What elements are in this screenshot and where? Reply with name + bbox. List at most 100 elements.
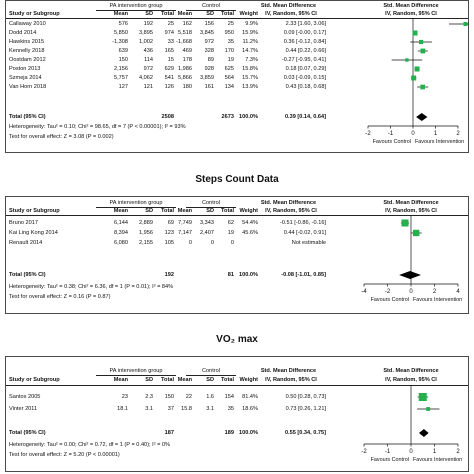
total1-cell: 541	[164, 75, 174, 81]
forest-panel-1: PA intervention group Control Std. Mean …	[5, 0, 469, 153]
ci-header-right: IV, Random, 95% CI	[385, 377, 437, 383]
total2-header: Total	[221, 377, 234, 383]
pa-group-header: PA intervention group	[109, 200, 163, 206]
mean1-cell: 639	[118, 48, 128, 54]
sd2-cell: 3,845	[200, 30, 214, 36]
sd1-cell: 121	[143, 84, 153, 90]
total2-cell: 19	[227, 57, 234, 63]
ci-header: IV, Random, 95% CI	[265, 11, 317, 17]
study-name: Kai Ling Kong 2014	[9, 230, 58, 236]
sd1-cell: 1,002	[139, 39, 153, 45]
mean1-header: Mean	[113, 11, 128, 17]
mean2-cell: 180	[182, 84, 192, 90]
x-tick-label: 2	[456, 449, 460, 455]
ci-cell: 0.50 [0.28, 0.73]	[285, 394, 326, 400]
smd-header-right: Std. Mean Difference	[383, 368, 439, 374]
study-marker	[419, 39, 424, 45]
total-weight-value: 100.0%	[239, 430, 258, 436]
total1-cell: 150	[164, 394, 174, 400]
total2-header: Total	[221, 11, 234, 17]
forest-plot-2: -4 -2 0 2 4 Favours Control Favours Interventi…	[361, 215, 462, 303]
total1-cell: 974	[164, 30, 174, 36]
total-ci-value: -0.08 [-1.01, 0.85]	[281, 272, 326, 278]
control-group-header: Control	[201, 200, 221, 206]
sd1-cell: 1,956	[139, 230, 153, 236]
study-marker	[414, 66, 420, 72]
study-marker	[405, 58, 409, 62]
weight-cell: 18.6%	[242, 406, 258, 412]
study-column-header: Study or Subgroup	[9, 377, 60, 383]
study-name: Hawkins 2015	[9, 39, 45, 45]
ci-cell: 2.33 [1.60, 3.06]	[285, 21, 326, 27]
x-tick-label: -4	[361, 289, 367, 295]
control-group-header: Control	[201, 3, 221, 9]
sd1-header: SD	[145, 11, 153, 17]
ci-cell: 0.09 [-0.00, 0.17]	[283, 30, 326, 36]
weight-header: Weight	[239, 377, 258, 383]
total2-cell: 170	[224, 48, 234, 54]
total1-cell: 123	[164, 230, 174, 236]
favours-intervention-label: Favours Intervention	[413, 297, 462, 303]
smd-header-right: Std. Mean Difference	[383, 200, 439, 206]
mean2-cell: 469	[182, 48, 192, 54]
sd2-cell: 972	[204, 39, 214, 45]
section-title-vo2: VO₂ max	[216, 334, 258, 345]
x-tick-label: -2	[385, 289, 391, 295]
weight-cell: 45.6%	[242, 230, 258, 236]
ci-header-right: IV, Random, 95% CI	[385, 208, 437, 214]
mean1-cell: -1,308	[112, 39, 128, 45]
mean2-cell: 5,866	[178, 75, 192, 81]
total1-value: 192	[164, 272, 174, 278]
smd-header: Std. Mean Difference	[260, 3, 317, 9]
mean1-cell: 150	[118, 57, 128, 63]
pa-group-header: PA intervention group	[109, 368, 163, 374]
weight-cell: 11.2%	[242, 39, 258, 45]
sd1-cell: 3.1	[145, 406, 153, 412]
total2-cell: 950	[224, 30, 234, 36]
mean2-cell: -1,668	[176, 39, 192, 45]
overall-effect-text: Test for overall effect: Z = 0.16 (P = 0…	[9, 294, 111, 300]
mean1-cell: 127	[118, 84, 128, 90]
sd2-cell: 89	[207, 57, 214, 63]
forest-panel-2: PA intervention group Control Std. Mean …	[5, 196, 469, 314]
overall-effect-text: Test for overall effect: Z = 5.20 (P < 0…	[9, 452, 120, 458]
ci-header: IV, Random, 95% CI	[265, 377, 317, 383]
mean1-cell: 6,080	[114, 240, 128, 246]
sd2-cell: 3.1	[206, 406, 214, 412]
study-marker	[411, 75, 417, 81]
ci-cell: 0.18 [0.07, 0.29]	[285, 66, 326, 72]
overall-effect-text: Test for overall effect: Z = 3.08 (P = 0…	[9, 134, 114, 140]
mean2-cell: 22	[185, 394, 192, 400]
x-tick-label: 0	[409, 289, 413, 295]
total1-value: 2508	[161, 114, 174, 120]
mean2-cell: 7,147	[178, 230, 192, 236]
total1-cell: 15	[167, 57, 174, 63]
sd2-cell: 3,343	[200, 220, 214, 226]
ci-cell: -0.51 [-0.86, -0.16]	[279, 220, 326, 226]
total-weight-value: 100.0%	[239, 114, 258, 120]
study-column-header: Study or Subgroup	[9, 11, 60, 17]
mean2-cell: 162	[182, 21, 192, 27]
mean2-cell: 5,518	[178, 30, 192, 36]
favours-intervention-label: Favours Intervention	[413, 457, 462, 463]
weight-cell: 15.9%	[242, 30, 258, 36]
heterogeneity-text: Heterogeneity: Tau² = 0.00; Chi² = 0.72,…	[9, 442, 171, 448]
mean1-cell: 2,156	[114, 66, 128, 72]
forest-plot-1: -2 -1 0 1 2 Favours Control Favours Interventi…	[365, 18, 469, 145]
total1-header: Total	[161, 208, 174, 214]
pa-group-header: PA intervention group	[109, 3, 163, 9]
sd1-cell: 2.3	[145, 394, 153, 400]
sd1-header: SD	[145, 377, 153, 383]
total-row-label: Total (95% CI)	[9, 114, 46, 120]
study-name: Szmeja 2014	[9, 75, 42, 81]
ci-cell: 0.43 [0.18, 0.68]	[285, 84, 326, 90]
study-marker	[412, 229, 420, 237]
favours-control-label: Favours Control	[373, 139, 411, 145]
mean1-cell: 23	[121, 394, 128, 400]
x-tick-label: 4	[456, 289, 460, 295]
total2-value: 81	[227, 272, 234, 278]
heterogeneity-text: Heterogeneity: Tau² = 0.10; Chi² = 98.65…	[9, 124, 186, 130]
total1-cell: 69	[167, 220, 174, 226]
total-ci-value: 0.39 [0.14, 0.64]	[284, 114, 326, 120]
sd2-cell: 328	[204, 48, 214, 54]
